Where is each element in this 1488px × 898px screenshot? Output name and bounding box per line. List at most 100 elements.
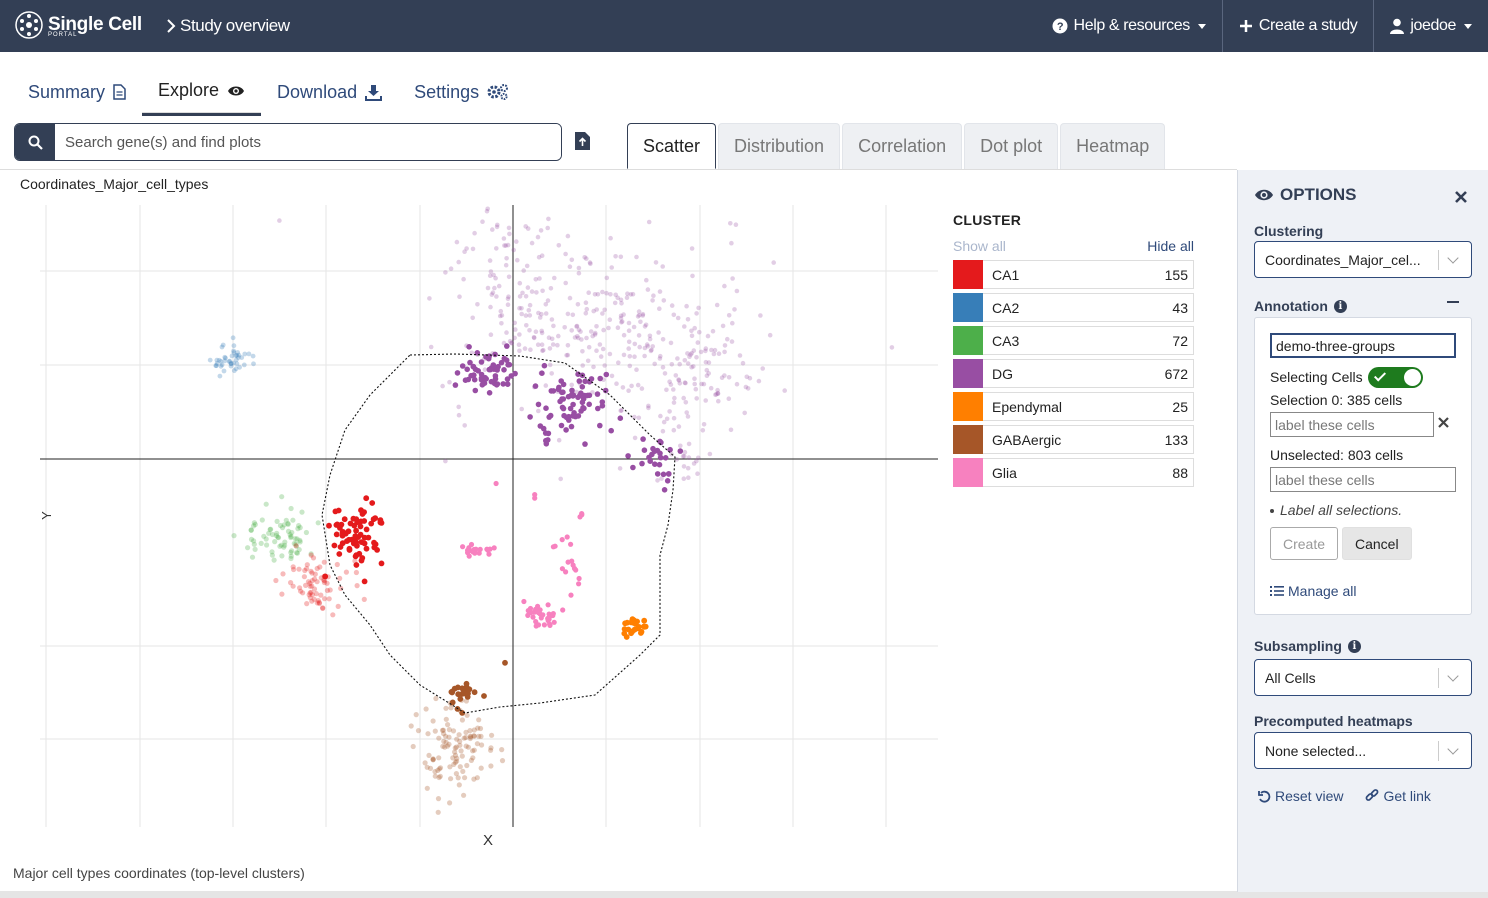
create-study-link[interactable]: Create a study: [1221, 0, 1373, 52]
point-ca3: [282, 542, 288, 548]
point-dg: [551, 323, 556, 329]
legend-swatch: [953, 326, 983, 355]
cancel-button[interactable]: Cancel: [1342, 527, 1412, 560]
remove-selection-button[interactable]: [1438, 415, 1449, 432]
point-dg: [600, 289, 605, 295]
point-ca3: [249, 554, 256, 560]
collapse-icon[interactable]: [1447, 301, 1459, 303]
subsampling-select[interactable]: All Cells: [1254, 659, 1472, 696]
point-ca1: [293, 543, 299, 549]
upload-file-icon[interactable]: [574, 131, 591, 151]
selection-0-label-input[interactable]: label these cells: [1270, 412, 1434, 437]
point-dg: [534, 290, 539, 295]
point-ependymal: [631, 626, 638, 633]
point-ca1: [326, 522, 332, 529]
legend-item[interactable]: CA2 43: [953, 293, 1194, 322]
point-dg: [505, 296, 511, 302]
plot-grid: [40, 205, 938, 827]
legend-item[interactable]: GABAergic 133: [953, 425, 1194, 454]
manage-all-link[interactable]: Manage all: [1270, 583, 1357, 599]
point-dg: [694, 396, 699, 401]
help-menu[interactable]: ? Help & resources: [1036, 0, 1222, 52]
create-button[interactable]: Create: [1270, 527, 1339, 560]
unselected-label-input[interactable]: label these cells: [1270, 467, 1456, 492]
point-dg: [567, 405, 574, 412]
get-link-link[interactable]: Get link: [1365, 788, 1431, 804]
point-ca2: [236, 355, 241, 360]
close-options-button[interactable]: [1454, 184, 1468, 210]
point-ca1: [337, 575, 343, 581]
info-icon[interactable]: i: [1333, 299, 1347, 313]
point-dg: [634, 254, 639, 260]
point-dg: [479, 382, 486, 388]
search-input[interactable]: [55, 124, 561, 160]
legend-item[interactable]: DG 672: [953, 359, 1194, 388]
tab-download[interactable]: Download: [261, 68, 398, 116]
point-ca1: [369, 500, 376, 506]
point-ca2: [217, 373, 223, 379]
heatmaps-select[interactable]: None selected...: [1254, 732, 1472, 769]
point-dg: [642, 324, 648, 329]
point-ca3: [259, 517, 265, 523]
legend-count: 88: [1172, 464, 1188, 481]
point-gabaergic: [441, 738, 447, 745]
point-dg: [636, 309, 642, 314]
point-dg: [703, 398, 708, 403]
tab-summary[interactable]: Summary: [12, 68, 142, 116]
tab-settings[interactable]: Settings: [398, 68, 525, 116]
point-dg: [758, 313, 763, 318]
point-gabaergic: [471, 727, 477, 733]
tab-scatter[interactable]: Scatter: [627, 123, 717, 169]
point-gabaergic: [476, 717, 482, 723]
point-dg: [674, 457, 680, 462]
hide-all-link[interactable]: Hide all: [1147, 238, 1194, 254]
tab-heatmap[interactable]: Heatmap: [1060, 123, 1166, 169]
show-all-link[interactable]: Show all: [953, 238, 1006, 254]
point-ca1: [312, 571, 318, 577]
point-ca3: [294, 550, 300, 556]
point-dg: [567, 264, 573, 269]
legend-item[interactable]: CA3 72: [953, 326, 1194, 355]
legend-item[interactable]: CA1 155: [953, 260, 1194, 289]
point-ca2: [233, 353, 239, 359]
study-overview-link[interactable]: Study overview: [166, 16, 290, 36]
point-dg: [535, 342, 541, 347]
logo[interactable]: Single Cell PORTAL: [14, 10, 142, 40]
tab-dot-plot[interactable]: Dot plot: [964, 123, 1059, 169]
point-ependymal: [624, 619, 631, 626]
legend-item[interactable]: Ependymal 25: [953, 392, 1194, 421]
point-dg: [665, 471, 672, 477]
point-dg: [520, 290, 525, 296]
options-header: OPTIONS: [1254, 185, 1357, 205]
point-dg: [492, 351, 498, 358]
search-button[interactable]: [15, 124, 55, 160]
tab-distribution[interactable]: Distribution: [718, 123, 841, 169]
legend-item[interactable]: Glia 88: [953, 458, 1194, 487]
point-ca2: [241, 362, 247, 368]
tab-explore[interactable]: Explore: [142, 68, 262, 116]
point-dg: [492, 373, 499, 379]
point-gabaergic: [481, 693, 487, 699]
selecting-cells-toggle[interactable]: [1368, 367, 1423, 388]
point-ca1: [338, 521, 345, 528]
reset-view-link[interactable]: Reset view: [1258, 788, 1343, 804]
point-ca1: [346, 547, 353, 553]
point-glia: [541, 622, 548, 628]
annotation-name-input[interactable]: demo-three-groups: [1270, 333, 1456, 358]
info-icon[interactable]: i: [1347, 639, 1361, 653]
point-dg: [575, 302, 581, 307]
close-icon: [1455, 191, 1467, 203]
user-menu[interactable]: joedoe: [1373, 0, 1488, 52]
unselected-count: Unselected: 803 cells: [1270, 447, 1404, 463]
point-dg: [461, 276, 466, 282]
tab-correlation[interactable]: Correlation: [842, 123, 963, 169]
point-gabaergic: [449, 688, 456, 695]
study-tabs: Summary Explore Download Settings: [12, 68, 525, 116]
scatter-plot[interactable]: [0, 195, 945, 855]
point-dg: [539, 328, 544, 334]
point-ca2: [219, 344, 225, 350]
horizontal-scrollbar[interactable]: [0, 891, 1488, 898]
point-dg: [464, 246, 469, 251]
point-dg: [517, 348, 522, 354]
clustering-select[interactable]: Coordinates_Major_cel...: [1254, 241, 1472, 278]
